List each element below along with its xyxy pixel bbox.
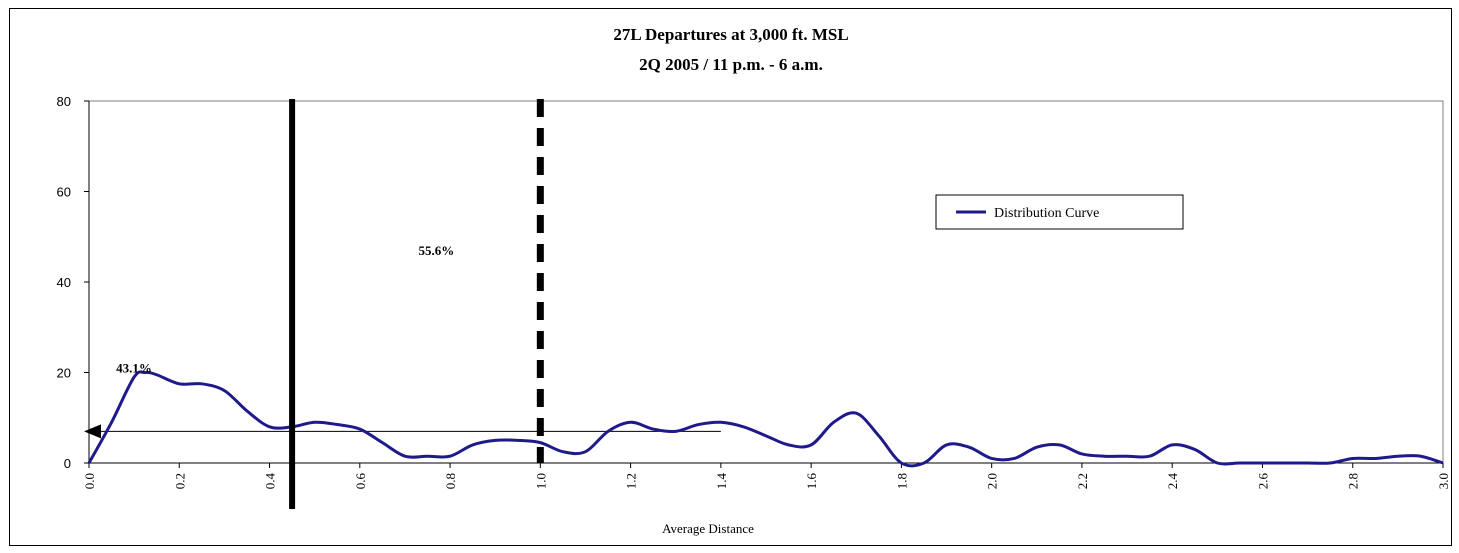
x-tick-label: 1.4 <box>714 473 729 490</box>
legend: Distribution Curve <box>935 194 1184 230</box>
x-tick-label: 2.8 <box>1346 473 1361 489</box>
x-tick-label: 0.0 <box>82 473 97 489</box>
x-tick-label: 2.4 <box>1165 473 1180 490</box>
annotations: 43.1% 55.6% <box>116 243 454 376</box>
y-tick-label: 20 <box>57 366 71 381</box>
x-tick-label: 3.0 <box>1436 473 1451 489</box>
chart-subtitle: 2Q 2005 / 11 p.m. - 6 a.m. <box>639 55 823 74</box>
horizontal-reference <box>84 424 721 439</box>
x-tick-label: 1.0 <box>533 473 548 489</box>
y-tick-label: 40 <box>57 275 71 290</box>
chart-frame: 27L Departures at 3,000 ft. MSL 2Q 2005 … <box>9 8 1452 546</box>
x-tick-label: 0.8 <box>443 473 458 489</box>
chart-title: 27L Departures at 3,000 ft. MSL <box>613 25 848 44</box>
x-tick-label: 0.2 <box>172 473 187 489</box>
annotation-label: 43.1% <box>116 361 152 376</box>
x-tick-label: 1.2 <box>624 473 639 489</box>
x-tick-label: 0.6 <box>353 473 368 490</box>
x-tick-label: 2.0 <box>985 473 1000 489</box>
tick-labels: 0 20 40 60 80 0.0 0.2 0.4 0.6 0.8 1.0 1.2 1.4 1.6 1.8 2… <box>57 94 1451 489</box>
y-tick-label: 80 <box>57 94 71 109</box>
x-tick-label: 2.2 <box>1075 473 1090 489</box>
left-arrow-icon <box>84 424 101 439</box>
legend-label: Distribution Curve <box>994 206 1099 221</box>
y-tick-label: 60 <box>57 185 71 200</box>
x-tick-label: 2.6 <box>1255 473 1270 490</box>
x-tick-label: 0.4 <box>263 473 278 490</box>
y-tick-label: 0 <box>64 456 71 471</box>
vertical-reference-lines <box>289 99 544 509</box>
x-tick-label: 1.6 <box>804 473 819 490</box>
annotation-label: 55.6% <box>418 243 454 258</box>
x-axis-label: Average Distance <box>662 521 754 536</box>
x-tick-label: 1.8 <box>894 473 909 489</box>
distribution-chart: 27L Departures at 3,000 ft. MSL 2Q 2005 … <box>57 25 1451 536</box>
